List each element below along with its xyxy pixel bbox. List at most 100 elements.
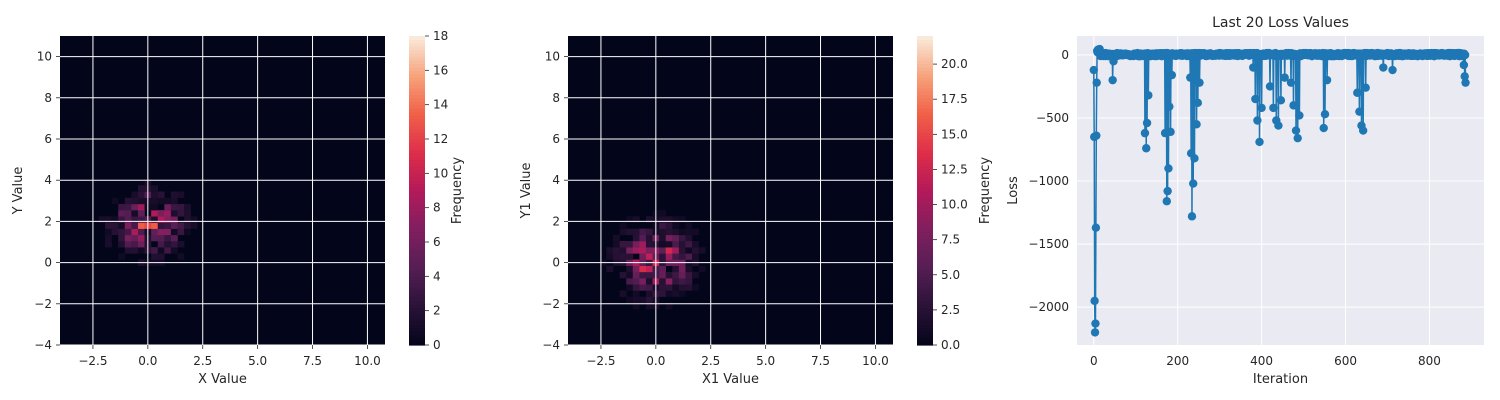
heatmap-cell bbox=[137, 203, 145, 211]
colorbar-segment bbox=[409, 324, 425, 329]
colorbar-tick-label: 0.0 bbox=[941, 338, 960, 352]
y-tick-label: 2 bbox=[552, 214, 560, 228]
colorbar-segment bbox=[917, 248, 933, 253]
colorbar-segment bbox=[409, 197, 425, 202]
colorbar-segment bbox=[917, 176, 933, 181]
heatmap-cell bbox=[619, 222, 627, 229]
heatmap-cell bbox=[151, 185, 159, 192]
colorbar-segment bbox=[917, 341, 933, 346]
heatmap-cell bbox=[639, 234, 647, 242]
colorbar-segment bbox=[409, 142, 425, 147]
heatmap-cell bbox=[118, 234, 126, 242]
heatmap-cell bbox=[692, 228, 699, 236]
heatmap-cell bbox=[124, 203, 132, 211]
colorbar-segment bbox=[917, 125, 933, 130]
heatmap-cell bbox=[665, 228, 673, 236]
x-tick-label: 0.0 bbox=[138, 354, 157, 368]
loss-marker bbox=[1092, 78, 1101, 87]
colorbar-tick-label: 2 bbox=[433, 304, 441, 318]
heatmap-cell bbox=[659, 265, 667, 273]
heatmap-cell bbox=[632, 265, 640, 273]
colorbar-segment bbox=[409, 242, 425, 247]
colorbar-tick-label: 15.0 bbox=[941, 127, 968, 141]
heatmap-cell bbox=[645, 247, 653, 254]
colorbar-segment bbox=[917, 94, 933, 99]
heatmap-cell bbox=[151, 222, 159, 229]
heatmap-cell bbox=[613, 240, 620, 248]
colorbar-segment bbox=[409, 139, 425, 144]
colorbar-segment bbox=[917, 207, 933, 212]
heatmap-cell bbox=[164, 222, 172, 229]
colorbar-segment bbox=[409, 111, 425, 116]
heatmap-cell bbox=[665, 271, 673, 279]
colorbar-segment bbox=[409, 248, 425, 253]
heatmap-cell bbox=[678, 253, 686, 260]
heatmap-cell bbox=[665, 253, 673, 260]
y-axis-label: Loss bbox=[1006, 176, 1021, 205]
heatmap-cell bbox=[632, 302, 640, 310]
colorbar-segment bbox=[917, 46, 933, 51]
colorbar-segment bbox=[409, 266, 425, 271]
heatmap-cell bbox=[151, 216, 159, 223]
heatmap-cell bbox=[131, 240, 139, 248]
heatmap-cell bbox=[131, 203, 139, 211]
heatmap-cell bbox=[131, 216, 139, 223]
colorbar-segment bbox=[409, 66, 425, 71]
y-tick-label: 2 bbox=[44, 214, 52, 228]
colorbar-segment bbox=[917, 279, 933, 284]
colorbar-segment bbox=[917, 149, 933, 154]
heatmap-cell bbox=[659, 234, 667, 242]
loss-marker bbox=[1274, 121, 1283, 130]
heatmap-cell bbox=[619, 271, 627, 279]
colorbar-segment bbox=[917, 269, 933, 274]
colorbar-segment bbox=[409, 310, 425, 315]
heatmap-cell bbox=[151, 234, 159, 242]
x-tick-label: 7.5 bbox=[303, 354, 322, 368]
heatmap-cell bbox=[626, 216, 634, 223]
colorbar-segment bbox=[409, 77, 425, 82]
colorbar-segment bbox=[917, 314, 933, 319]
colorbar-segment bbox=[409, 224, 425, 229]
heatmap-cell bbox=[164, 210, 172, 217]
heatmap-cell bbox=[619, 253, 627, 260]
heatmap-cell bbox=[659, 278, 667, 285]
heatmap-cell bbox=[632, 228, 640, 236]
loss-marker bbox=[1319, 123, 1328, 133]
y-tick-label: 0 bbox=[1061, 48, 1069, 62]
loss-marker bbox=[1355, 107, 1364, 116]
heatmap-cell bbox=[626, 247, 634, 254]
heatmap-cell bbox=[151, 228, 159, 236]
loss-marker bbox=[1291, 126, 1301, 135]
loss-marker bbox=[1193, 98, 1203, 108]
heatmap-cell bbox=[98, 216, 106, 223]
colorbar-segment bbox=[409, 327, 425, 332]
heatmap-cell bbox=[164, 247, 172, 254]
heatmap-cell bbox=[157, 216, 165, 223]
colorbar-tick-label: 16 bbox=[433, 63, 448, 77]
colorbar-segment bbox=[409, 152, 425, 157]
loss-marker bbox=[1286, 78, 1296, 87]
x-tick-label: 0 bbox=[1090, 354, 1098, 368]
colorbar-segment bbox=[917, 142, 933, 147]
heatmap-cell bbox=[137, 228, 145, 236]
loss-marker bbox=[1295, 111, 1304, 120]
colorbar-segment bbox=[409, 235, 425, 240]
loss-marker bbox=[1192, 120, 1201, 129]
heatmap-cell bbox=[118, 253, 126, 260]
heatmap-cell bbox=[151, 253, 159, 260]
colorbar-segment bbox=[917, 66, 933, 71]
heatmap-cell bbox=[118, 240, 126, 248]
heatmap-cell bbox=[170, 191, 178, 199]
y-tick-label: −4 bbox=[542, 338, 560, 352]
heatmap-cell bbox=[665, 247, 673, 254]
colorbar-segment bbox=[409, 296, 425, 301]
y-tick-label: −2000 bbox=[1028, 300, 1069, 314]
heatmap-cell bbox=[678, 228, 686, 236]
colorbar-segment bbox=[917, 303, 933, 308]
loss-marker bbox=[1353, 88, 1362, 97]
heatmap-cell bbox=[137, 191, 145, 199]
loss-marker bbox=[1461, 78, 1470, 87]
heatmap-cell bbox=[124, 216, 132, 223]
heatmap-cell bbox=[157, 253, 165, 260]
y-tick-label: 0 bbox=[44, 256, 52, 270]
